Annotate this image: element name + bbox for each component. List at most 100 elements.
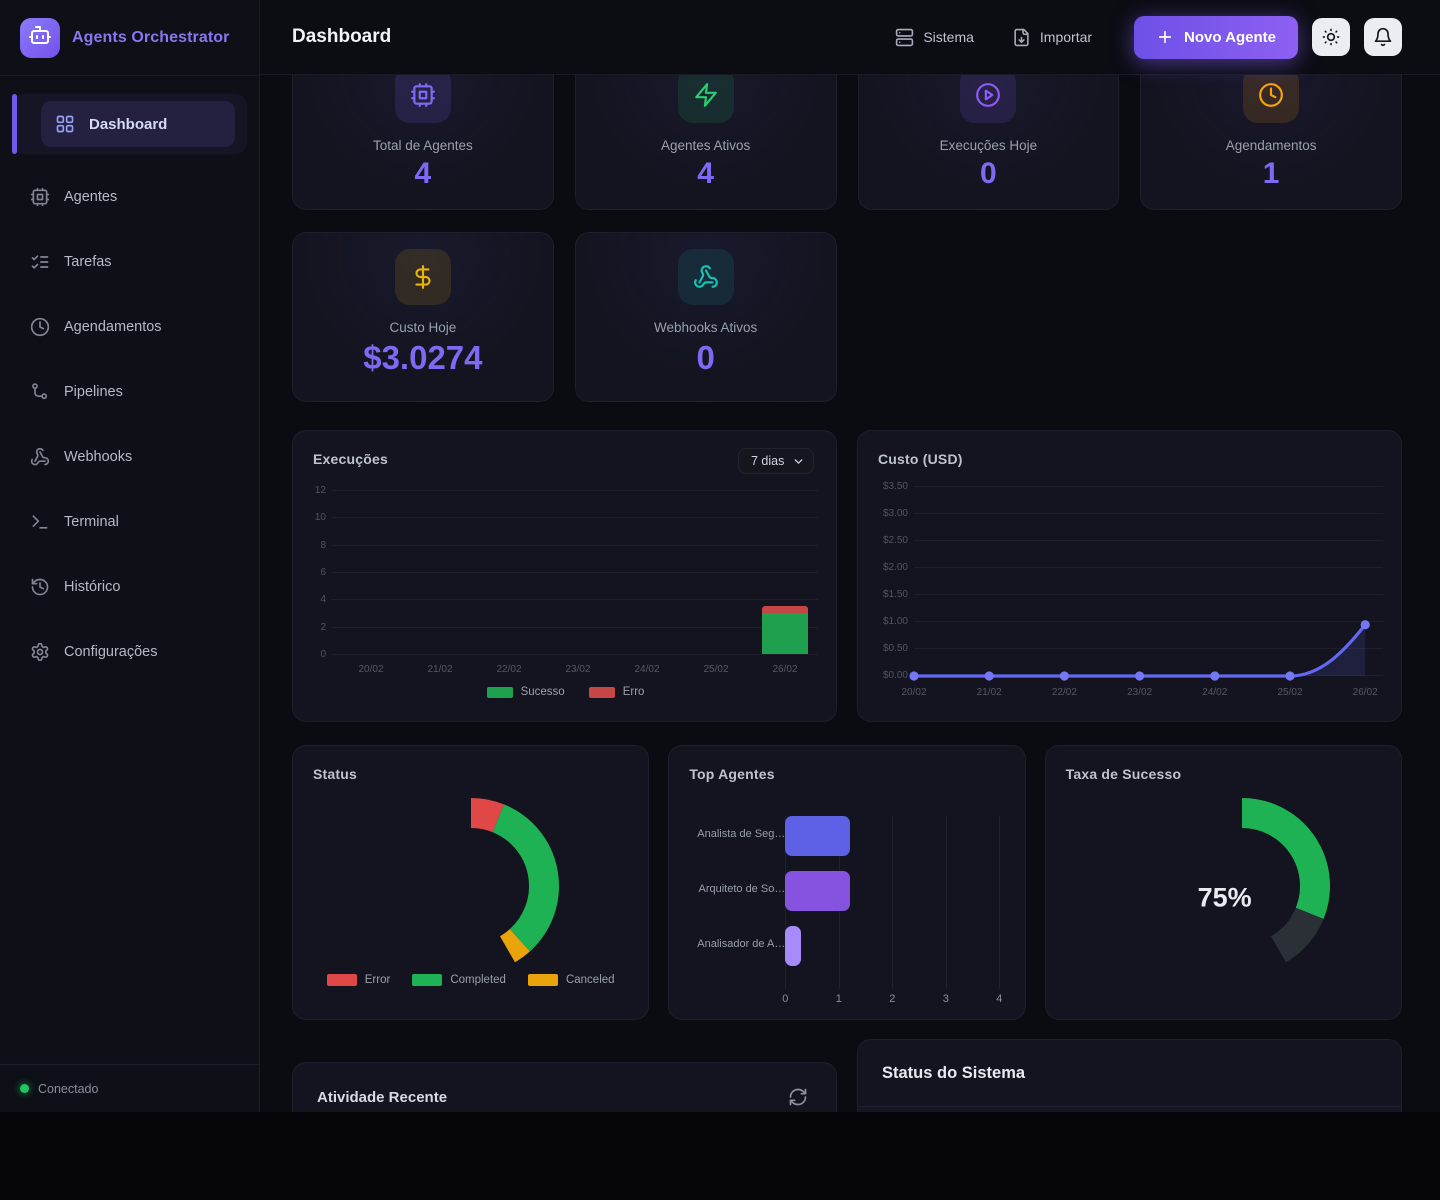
- stat-card-execucoes-hoje: Execuções Hoje 0: [857, 50, 1120, 210]
- legend-item: Completed: [412, 974, 506, 986]
- history-icon: [30, 577, 50, 597]
- period-select-wrap: 7 dias: [738, 448, 814, 474]
- sidebar-item-label: Pipelines: [64, 384, 123, 400]
- chart-title: Top Agentes: [689, 766, 775, 782]
- sidebar-item-pipelines[interactable]: Pipelines: [14, 370, 245, 414]
- play-circle-icon: [960, 67, 1017, 123]
- status-donut-svg: [470, 798, 559, 963]
- executions-legend: Sucesso Erro: [313, 686, 818, 698]
- sidebar-item-tarefas[interactable]: Tarefas: [14, 240, 245, 284]
- agent-bar: [785, 816, 850, 856]
- stats-row-1: Total de Agentes 4 Agentes Ativos 4 Exec…: [292, 50, 1402, 210]
- theme-toggle-button[interactable]: [1312, 18, 1350, 56]
- system-status-title: Status do Sistema: [882, 1064, 1026, 1082]
- dollar-icon: [394, 249, 451, 305]
- notifications-button[interactable]: [1364, 18, 1402, 56]
- stat-label: Total de Agentes: [372, 138, 473, 153]
- bar-segment-erro: [762, 606, 808, 613]
- clock-icon: [30, 317, 50, 337]
- webhook-icon: [30, 447, 50, 467]
- charts-row: Execuções 7 dias 12 10 8 6 4 2 0 20/02 21/02 22/0…: [292, 430, 1402, 722]
- terminal-icon: [30, 512, 50, 532]
- system-status-row: [858, 1106, 1401, 1112]
- stat-value: 0: [696, 339, 715, 376]
- recent-activity-title: Atividade Recente: [317, 1088, 448, 1106]
- sistema-button[interactable]: Sistema: [883, 20, 986, 55]
- page-title: Dashboard: [292, 26, 392, 47]
- agent-bar: [785, 871, 850, 911]
- chart-title: Status: [313, 766, 357, 782]
- sidebar-nav: Dashboard Agentes Tarefas Agendamentos P…: [0, 76, 259, 1064]
- novo-agente-label: Novo Agente: [1184, 28, 1276, 46]
- success-gauge-svg: [1241, 798, 1330, 963]
- novo-agente-button[interactable]: Novo Agente: [1134, 15, 1298, 59]
- sidebar-item-dashboard[interactable]: Dashboard: [12, 94, 247, 154]
- sidebar-item-label: Agendamentos: [64, 319, 162, 335]
- status-dot: [20, 1084, 29, 1093]
- main-area: Dashboard Sistema Importar Novo Agente: [260, 0, 1440, 1112]
- executions-chart-card: Execuções 7 dias 12 10 8 6 4 2 0 20/02 21/02 22/0…: [292, 430, 837, 722]
- route-icon: [30, 382, 50, 402]
- bar-segment-sucesso: [762, 613, 808, 654]
- stat-label: Execuções Hoje: [939, 138, 1038, 153]
- sidebar-item-label: Webhooks: [64, 449, 133, 465]
- layout-grid-icon: [55, 114, 75, 134]
- stat-label: Agendamentos: [1225, 138, 1317, 153]
- refresh-icon: [788, 1087, 808, 1107]
- stat-card-agendamentos: Agendamentos 1: [1140, 50, 1402, 210]
- sidebar-item-agendamentos[interactable]: Agendamentos: [14, 305, 245, 349]
- stat-card-webhooks-ativos: Webhooks Ativos 0: [574, 232, 837, 402]
- sidebar-item-agentes[interactable]: Agentes: [14, 175, 245, 219]
- importar-button[interactable]: Importar: [1000, 20, 1104, 55]
- status-text: Conectado: [38, 1081, 99, 1096]
- recent-activity-card: Atividade Recente: [292, 1062, 837, 1112]
- stats-row-2: Custo Hoje $3.0274 Webhooks Ativos 0: [292, 232, 1402, 402]
- app-logo: [20, 17, 60, 58]
- sidebar-item-label: Configurações: [64, 644, 158, 660]
- clock-icon: [1243, 67, 1300, 123]
- importar-label: Importar: [1039, 29, 1093, 45]
- active-indicator: [12, 94, 17, 154]
- bell-icon: [1373, 27, 1393, 47]
- legend-item: Sucesso: [486, 686, 565, 698]
- cost-line: [909, 620, 1370, 681]
- connection-status: Conectado: [0, 1064, 259, 1112]
- sidebar-item-terminal[interactable]: Terminal: [14, 500, 245, 544]
- server-icon: [895, 28, 914, 47]
- status-donut: [371, 786, 571, 986]
- sidebar-item-label: Terminal: [64, 514, 119, 530]
- sidebar-item-configuracoes[interactable]: Configurações: [14, 630, 245, 674]
- sidebar-item-label: Tarefas: [64, 254, 112, 270]
- gear-icon: [30, 642, 50, 662]
- legend-item: Canceled: [527, 974, 615, 986]
- chart-title: Custo (USD): [878, 451, 963, 467]
- stat-value: 4: [414, 157, 432, 190]
- success-gauge: [1142, 786, 1342, 986]
- sidebar-item-webhooks[interactable]: Webhooks: [14, 435, 245, 479]
- top-agents-chart-card: Top Agentes 0 1 2 3 4 Analista de Seg… Arquite…: [668, 745, 1026, 1020]
- refresh-button[interactable]: [786, 1085, 810, 1109]
- zap-icon: [677, 67, 734, 123]
- list-checks-icon: [30, 252, 50, 272]
- mini-charts-row: Status Error Completed Canceled Top Agente…: [292, 745, 1402, 1020]
- stat-value: 0: [980, 157, 997, 190]
- app-window: Agents Orchestrator Dashboard Agentes Ta…: [0, 0, 1440, 1112]
- chart-title: Taxa de Sucesso: [1065, 766, 1182, 782]
- stat-label: Custo Hoje: [389, 320, 457, 335]
- bottom-row: Atividade Recente Status do Sistema: [292, 1039, 1402, 1112]
- stat-card-total-agentes: Total de Agentes 4: [292, 50, 554, 210]
- sidebar-item-historico[interactable]: Histórico: [14, 565, 245, 609]
- chart-title: Execuções: [313, 451, 388, 467]
- robot-icon: [28, 23, 52, 52]
- period-select[interactable]: 7 dias: [738, 448, 814, 474]
- brand: Agents Orchestrator: [0, 0, 259, 76]
- cpu-icon: [30, 187, 50, 207]
- legend-item: Erro: [588, 686, 644, 698]
- dashboard-content: Total de Agentes 4 Agentes Ativos 4 Exec…: [260, 50, 1440, 1112]
- stat-value: 1: [1262, 157, 1280, 190]
- success-rate-card: Taxa de Sucesso 75%: [1044, 745, 1402, 1020]
- stat-value: 4: [697, 157, 714, 190]
- stat-value: $3.0274: [363, 339, 483, 376]
- stat-label: Agentes Ativos: [660, 138, 751, 153]
- brand-name: Agents Orchestrator: [72, 28, 230, 46]
